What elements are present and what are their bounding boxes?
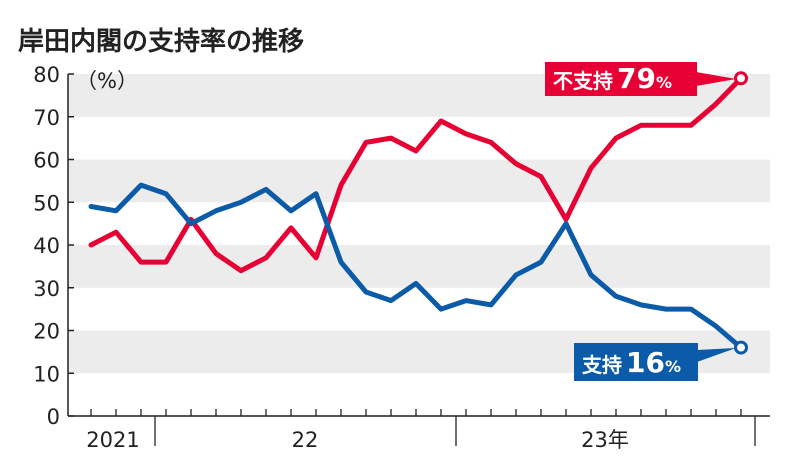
y-tick-label: 0 [47,405,60,429]
approve-label-text: 支持 16% [582,346,681,379]
grid-band [68,245,770,288]
y-tick-label: 50 [33,191,60,215]
disapprove-label-text: 不支持 79% [553,62,672,95]
disapprove-data-point [734,71,748,86]
x-group-label-2021: 2021 [86,428,139,452]
disapprove-label: 不支持 79% [545,62,736,96]
disapprove-label-box [545,62,697,96]
grid-band [68,159,770,203]
y-tick-label: 80 [33,63,60,87]
approve-data-point [734,340,748,355]
y-tick-label: 70 [33,106,60,130]
disapprove-series-line [88,75,744,274]
chart-title: 岸田内閣の支持率の推移 [18,26,304,57]
y-tick-label: 60 [33,149,60,173]
y-tick-label: 10 [33,362,60,386]
approve-series-line [88,182,744,351]
x-group-label-22: 22 [292,428,319,452]
y-tick-label: 20 [33,320,60,344]
y-tick-label: 40 [33,234,60,258]
y-axis-unit: （%） [76,69,138,93]
approve-label: 支持 16% [574,343,736,381]
y-tick-label: 30 [33,277,60,301]
disapprove-label-pointer [696,72,736,86]
approve-label-box [574,343,698,381]
x-group-label-23: 23年 [581,428,629,452]
approve-label-pointer [697,348,736,362]
